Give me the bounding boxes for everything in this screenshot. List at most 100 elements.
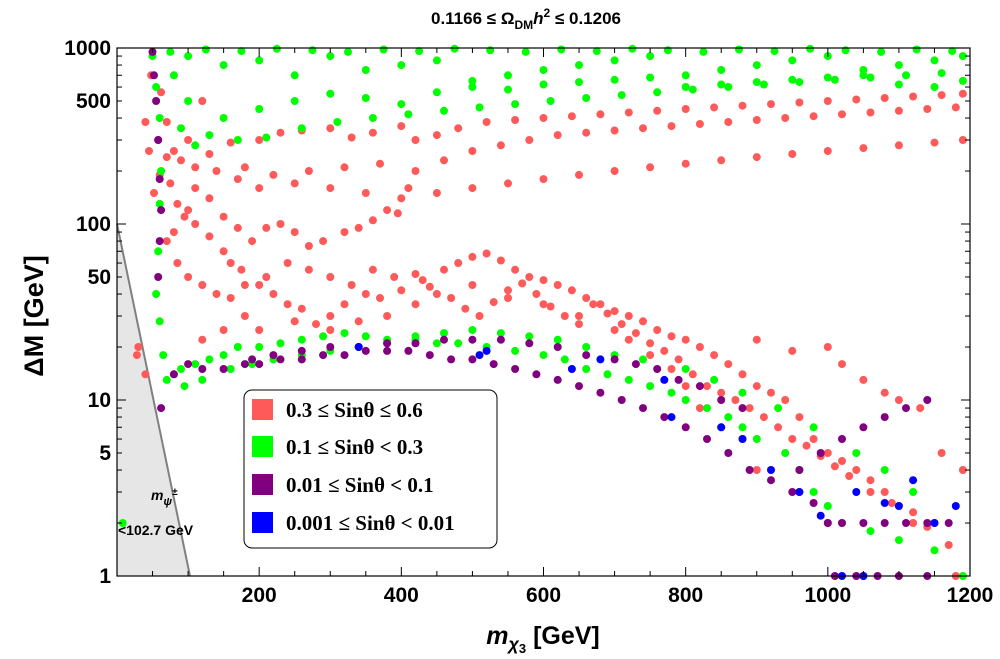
point-s0-163 xyxy=(575,170,583,179)
point-s1-37 xyxy=(724,413,733,422)
point-s0-203 xyxy=(169,228,178,237)
point-s0-54 xyxy=(838,457,846,465)
point-s1-113 xyxy=(681,83,690,91)
point-s1-126 xyxy=(233,136,242,144)
point-s0-187 xyxy=(393,209,402,218)
point-s0-87 xyxy=(219,326,228,334)
point-s0-135 xyxy=(496,141,505,150)
point-s2-29 xyxy=(575,382,583,391)
point-s1-56 xyxy=(681,365,690,373)
excluded-region-label-mass: mψ± xyxy=(151,487,178,508)
point-s2-33 xyxy=(660,413,669,422)
y-tick-label: 5 xyxy=(99,442,111,465)
point-s1-8 xyxy=(159,351,168,360)
point-s1-63 xyxy=(468,326,477,334)
point-s1-99 xyxy=(184,97,193,105)
point-s3-6 xyxy=(667,413,676,422)
point-s0-111 xyxy=(411,136,420,144)
point-s2-25 xyxy=(489,360,498,369)
point-s0-227 xyxy=(546,302,555,311)
point-s0-214 xyxy=(326,273,335,281)
point-s3-17 xyxy=(951,502,960,510)
point-s0-128 xyxy=(880,94,889,102)
point-s2-57 xyxy=(880,413,889,422)
point-s1-146 xyxy=(937,69,946,78)
point-s1-142 xyxy=(795,78,804,87)
point-s1-160 xyxy=(628,44,637,53)
point-s1-54 xyxy=(738,388,747,397)
point-s1-1 xyxy=(152,83,161,91)
point-s0-140 xyxy=(639,124,647,133)
point-s1-105 xyxy=(397,100,406,109)
y-tick-label: 1 xyxy=(99,565,111,588)
point-s0-13 xyxy=(219,247,228,256)
point-s0-197 xyxy=(248,237,257,246)
point-s2-67 xyxy=(582,351,591,360)
point-s2-2 xyxy=(152,97,161,105)
x-axis-title: mχ3 [GeV] xyxy=(486,622,600,656)
point-s0-143 xyxy=(724,118,733,126)
point-s1-121 xyxy=(958,76,967,85)
x-tick-label: 400 xyxy=(384,584,419,607)
point-s2-69 xyxy=(525,339,534,348)
point-s0-180 xyxy=(205,150,214,158)
point-s0-185 xyxy=(376,159,384,168)
point-s2-23 xyxy=(447,355,456,364)
point-s0-86 xyxy=(240,312,249,320)
point-s0-78 xyxy=(432,290,441,298)
point-s2-16 xyxy=(297,355,306,364)
point-s1-155 xyxy=(450,44,459,53)
point-s1-97 xyxy=(930,56,939,65)
point-s0-114 xyxy=(482,118,491,126)
point-s1-123 xyxy=(177,124,185,133)
point-s1-78 xyxy=(255,56,264,65)
point-s1-34 xyxy=(667,388,676,397)
point-s2-3 xyxy=(154,136,163,144)
point-s0-113 xyxy=(454,124,463,133)
excluded-region-label-value: <102.7 GeV xyxy=(118,522,194,538)
point-s2-36 xyxy=(724,449,733,457)
point-s0-28 xyxy=(468,252,477,261)
point-s0-169 xyxy=(361,189,370,197)
point-s0-159 xyxy=(717,156,726,165)
point-s1-55 xyxy=(710,375,719,384)
point-s1-120 xyxy=(930,83,939,91)
point-s3-9 xyxy=(767,466,775,474)
point-s0-251 xyxy=(909,508,918,517)
point-s2-60 xyxy=(738,404,747,413)
point-s0-49 xyxy=(767,388,775,397)
point-s0-233 xyxy=(631,329,640,338)
point-s1-36 xyxy=(703,404,711,413)
point-s0-167 xyxy=(432,189,441,197)
point-s1-150 xyxy=(272,44,281,53)
point-s0-232 xyxy=(617,320,626,329)
point-s1-73 xyxy=(198,375,207,384)
point-s1-40 xyxy=(781,449,790,457)
point-s0-218 xyxy=(411,270,420,278)
point-s2-4 xyxy=(155,175,164,184)
point-s0-195 xyxy=(276,220,285,228)
point-s0-34 xyxy=(553,281,562,289)
point-s0-154 xyxy=(894,141,903,150)
point-s1-106 xyxy=(432,88,441,97)
point-s1-29 xyxy=(560,355,569,364)
point-s0-225 xyxy=(518,279,527,288)
point-s0-36 xyxy=(582,294,591,302)
point-s3-10 xyxy=(795,488,804,496)
point-s1-42 xyxy=(809,488,818,496)
point-s1-82 xyxy=(397,61,406,70)
point-s1-9 xyxy=(162,375,171,384)
point-s0-212 xyxy=(283,259,292,267)
series-0 xyxy=(132,71,967,580)
point-s1-158 xyxy=(557,45,566,54)
point-s1-83 xyxy=(432,56,441,65)
point-s1-39 xyxy=(752,435,761,443)
point-s0-37 xyxy=(596,300,605,309)
point-s0-117 xyxy=(567,112,576,121)
point-s0-148 xyxy=(866,108,875,117)
point-s2-70 xyxy=(496,335,505,344)
point-s2-61 xyxy=(717,396,726,404)
point-s1-135 xyxy=(546,97,555,105)
point-s0-150 xyxy=(923,105,932,113)
point-s2-19 xyxy=(361,346,370,355)
